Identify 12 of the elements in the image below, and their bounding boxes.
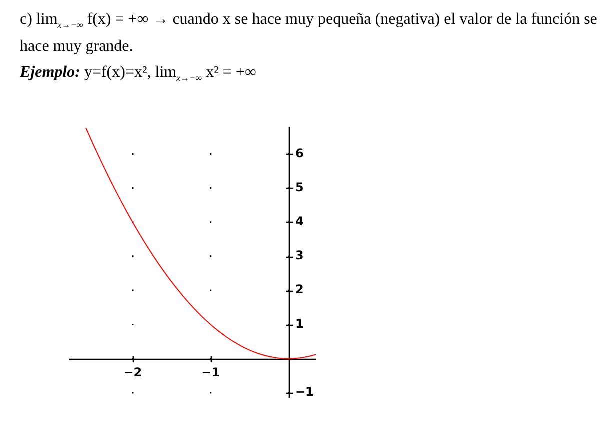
text: Ejemplo: xyxy=(20,64,80,81)
chart-title: c) lim$_{x→−∞}$ f(x) = +∞ → cuando x se hace muy pequeña (negativa) el valor de la función se hace muy grande. xyxy=(20,10,598,58)
y-tick-label: 3 xyxy=(296,248,304,263)
y-tick-label: 4 xyxy=(296,214,304,229)
y-tick-label: 6 xyxy=(296,146,304,160)
text: y=f(x)=x², lim$_{x→−∞}$ x² = +∞ xyxy=(84,64,256,84)
x-tick-label: −2 xyxy=(124,366,142,380)
y-tick-label: 5 xyxy=(296,180,304,194)
y-tick-label: 1 xyxy=(296,316,304,331)
y-tick-label: −1 xyxy=(296,385,314,400)
y-tick-label: 2 xyxy=(296,282,304,297)
line-series xyxy=(86,128,316,360)
